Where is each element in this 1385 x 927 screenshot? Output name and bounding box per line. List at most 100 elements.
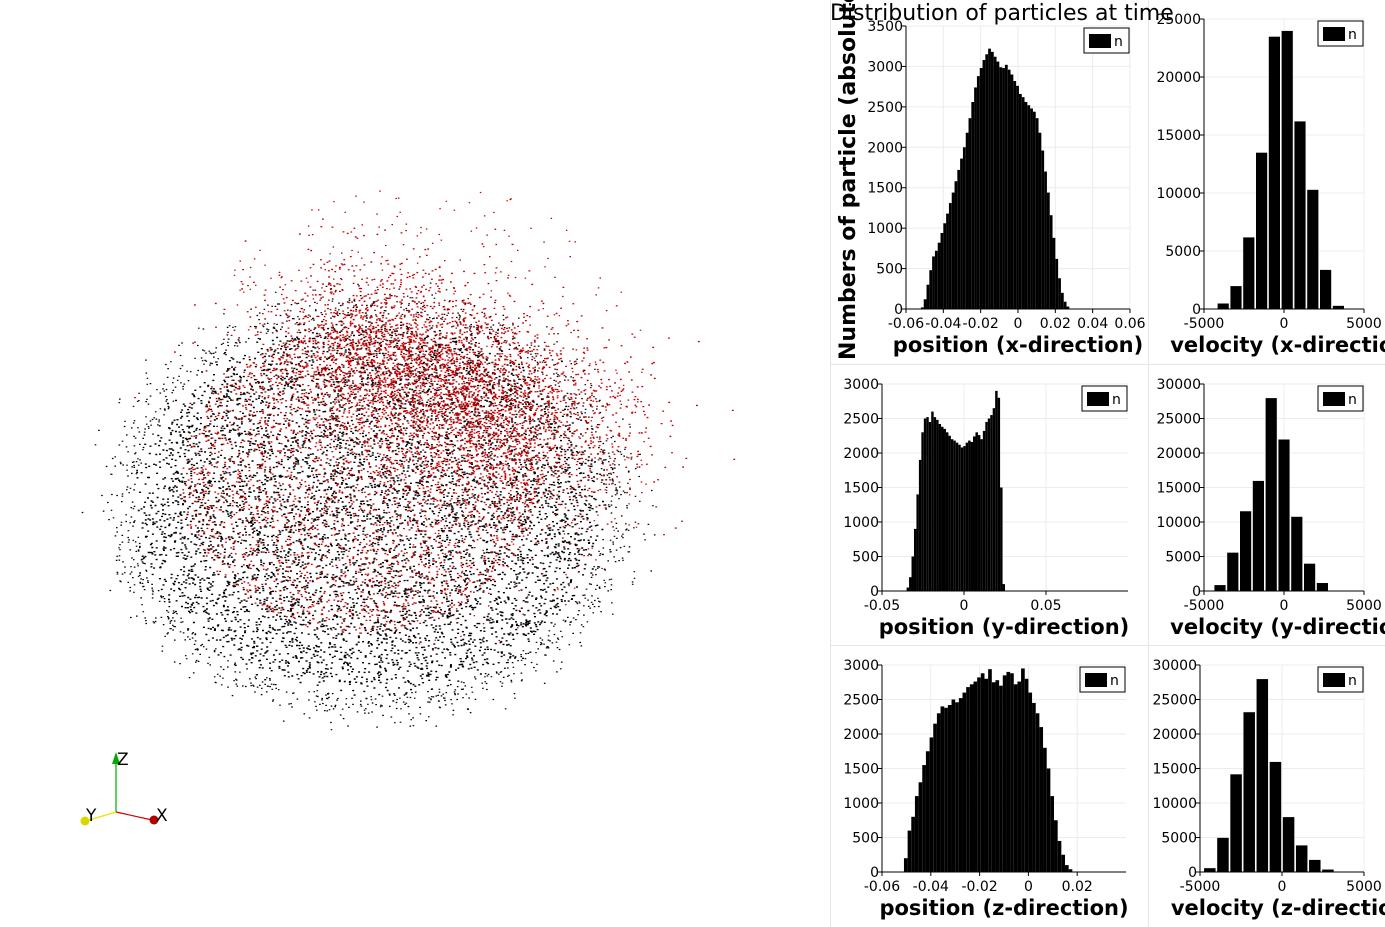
histogram-bar bbox=[1226, 552, 1240, 592]
histogram-bar bbox=[920, 307, 924, 309]
histogram-bar bbox=[1028, 692, 1033, 872]
histogram-bar bbox=[928, 421, 932, 591]
y-tick-label: 1000 bbox=[843, 515, 879, 531]
histogram-bar bbox=[1021, 668, 1025, 872]
x-tick-label: 5000 bbox=[1346, 598, 1382, 614]
histogram-bar bbox=[984, 678, 989, 872]
x-tick-label: 0 bbox=[960, 598, 969, 614]
histogram-bar bbox=[1049, 215, 1053, 309]
legend-label: n bbox=[1348, 392, 1357, 408]
histogram-bar bbox=[1332, 305, 1345, 310]
histogram-bar bbox=[1038, 132, 1042, 309]
histogram-bar bbox=[941, 426, 944, 591]
histogram-bar bbox=[965, 132, 969, 309]
axis-y-arrow-icon bbox=[80, 816, 90, 826]
histogram-bar bbox=[911, 556, 914, 591]
legend-label: n bbox=[1112, 392, 1121, 408]
particle-cloud[interactable] bbox=[0, 0, 830, 927]
histogram-bar bbox=[987, 418, 991, 591]
histogram-bar bbox=[957, 169, 961, 309]
histogram-bar bbox=[995, 680, 1000, 872]
histogram-bar bbox=[1002, 68, 1005, 309]
histogram-bar bbox=[933, 417, 937, 591]
x-axis-title: position (y-direction) bbox=[879, 615, 1130, 639]
histogram-bar bbox=[1046, 768, 1051, 872]
histogram-bar bbox=[1217, 302, 1230, 310]
histogram-bar bbox=[1213, 584, 1227, 592]
histogram-bar bbox=[929, 737, 934, 872]
y-tick-label: 3000 bbox=[843, 377, 879, 393]
histogram-bar bbox=[1041, 150, 1045, 309]
histogram-bar bbox=[936, 419, 939, 591]
y-tick-label: 2000 bbox=[867, 140, 903, 156]
histogram-bar bbox=[1052, 237, 1056, 309]
y-tick-label: 5000 bbox=[1165, 550, 1201, 566]
histogram-bar bbox=[992, 408, 996, 591]
histogram-bar bbox=[947, 705, 952, 872]
histogram-bar bbox=[960, 158, 963, 309]
histogram-bar bbox=[1058, 278, 1061, 309]
y-tick-label: 5000 bbox=[1161, 831, 1197, 847]
y-tick-label: 20000 bbox=[1156, 446, 1201, 462]
y-tick-label: 2500 bbox=[843, 693, 879, 709]
legend-swatch bbox=[1323, 673, 1345, 687]
legend-swatch bbox=[1323, 27, 1345, 41]
y-tick-label: 0 bbox=[1192, 584, 1201, 600]
histogram-bar bbox=[979, 68, 983, 309]
x-tick-label: -0.04 bbox=[913, 879, 949, 895]
legend-label: n bbox=[1114, 34, 1123, 50]
y-tick-label: 15000 bbox=[1156, 128, 1201, 144]
histogram-bar bbox=[962, 692, 967, 872]
histogram-bar bbox=[999, 67, 1003, 310]
histogram-bar bbox=[936, 713, 941, 872]
x-tick-label: -0.04 bbox=[925, 316, 961, 332]
histogram-bar bbox=[1007, 69, 1011, 309]
y-tick-label: 25000 bbox=[1152, 693, 1197, 709]
histogram-bar bbox=[976, 76, 980, 309]
histogram-bar bbox=[1061, 854, 1065, 872]
histogram-bar bbox=[925, 751, 930, 872]
histogram-bar bbox=[1002, 675, 1007, 872]
histogram-bar bbox=[945, 432, 949, 591]
histogram-bar bbox=[921, 432, 924, 591]
y-tick-label: 30000 bbox=[1152, 658, 1197, 674]
particle-3d-viewport[interactable]: Z X Y bbox=[0, 0, 830, 927]
panel-divider bbox=[830, 645, 1385, 646]
histogram-bar bbox=[1057, 840, 1062, 872]
histogram-bar bbox=[999, 685, 1003, 872]
figure-ylabel: Numbers of particle (absolute number) bbox=[836, 0, 861, 360]
histogram-bar bbox=[951, 699, 956, 872]
y-tick-label: 30000 bbox=[1156, 377, 1201, 393]
x-tick-label: 0 bbox=[1024, 879, 1033, 895]
histogram-bar bbox=[993, 56, 997, 310]
histogram-bar bbox=[923, 299, 927, 309]
histogram-velocity-y: 0 5000 10000 15000 20000 25000 30000 -5000 0 5000… bbox=[1148, 364, 1385, 645]
histogram-bar bbox=[985, 54, 989, 309]
histogram-bar bbox=[1229, 773, 1243, 873]
y-tick-label: 20000 bbox=[1156, 70, 1201, 86]
histogram-bar bbox=[906, 587, 910, 591]
y-tick-label: 3000 bbox=[843, 658, 879, 674]
x-tick-label: 0 bbox=[1280, 598, 1289, 614]
histogram-bar bbox=[937, 242, 941, 309]
histogram-bar bbox=[918, 459, 922, 591]
histogram-bar bbox=[1017, 681, 1022, 872]
y-tick-label: 5000 bbox=[1165, 244, 1201, 260]
histogram-position-z: 0 500 1000 1500 2000 2500 3000 -0.06 -0.04 -0.02 0… bbox=[830, 645, 1148, 927]
histogram-bar bbox=[1290, 516, 1303, 592]
histogram-bar bbox=[1004, 64, 1008, 309]
y-tick-label: 0 bbox=[1192, 302, 1201, 318]
histogram-bar bbox=[940, 232, 944, 309]
histogram-bar bbox=[958, 444, 961, 591]
black-particle-set bbox=[81, 282, 656, 731]
legend-swatch bbox=[1089, 34, 1111, 48]
histogram-bar bbox=[963, 446, 966, 591]
histogram-bar bbox=[991, 682, 996, 872]
histogram-bar bbox=[960, 447, 964, 591]
histogram-bar bbox=[954, 181, 958, 309]
histogram-bar bbox=[990, 415, 993, 591]
histogram-bar bbox=[943, 428, 946, 591]
histogram-bar bbox=[1006, 671, 1011, 872]
x-axis-title: position (x-direction) bbox=[893, 333, 1143, 357]
histogram-bar bbox=[1000, 487, 1003, 591]
